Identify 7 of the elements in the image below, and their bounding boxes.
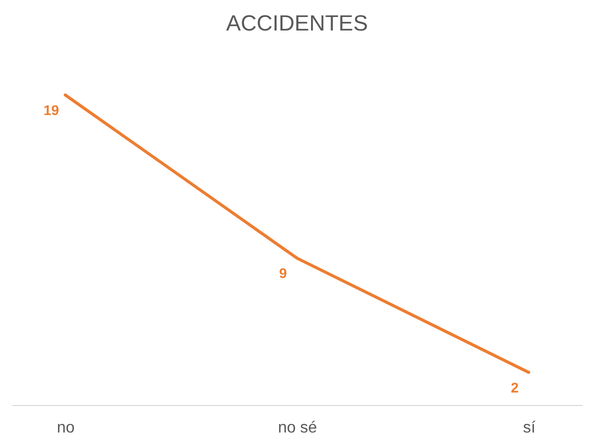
chart-title: ACCIDENTES — [226, 10, 368, 36]
data-label: 9 — [279, 265, 288, 282]
x-tick-label: no — [56, 420, 75, 436]
data-label: 2 — [510, 379, 519, 396]
x-tick-label: no sé — [278, 420, 318, 436]
x-tick-label: sí — [522, 420, 536, 436]
data-label: 19 — [44, 102, 60, 118]
